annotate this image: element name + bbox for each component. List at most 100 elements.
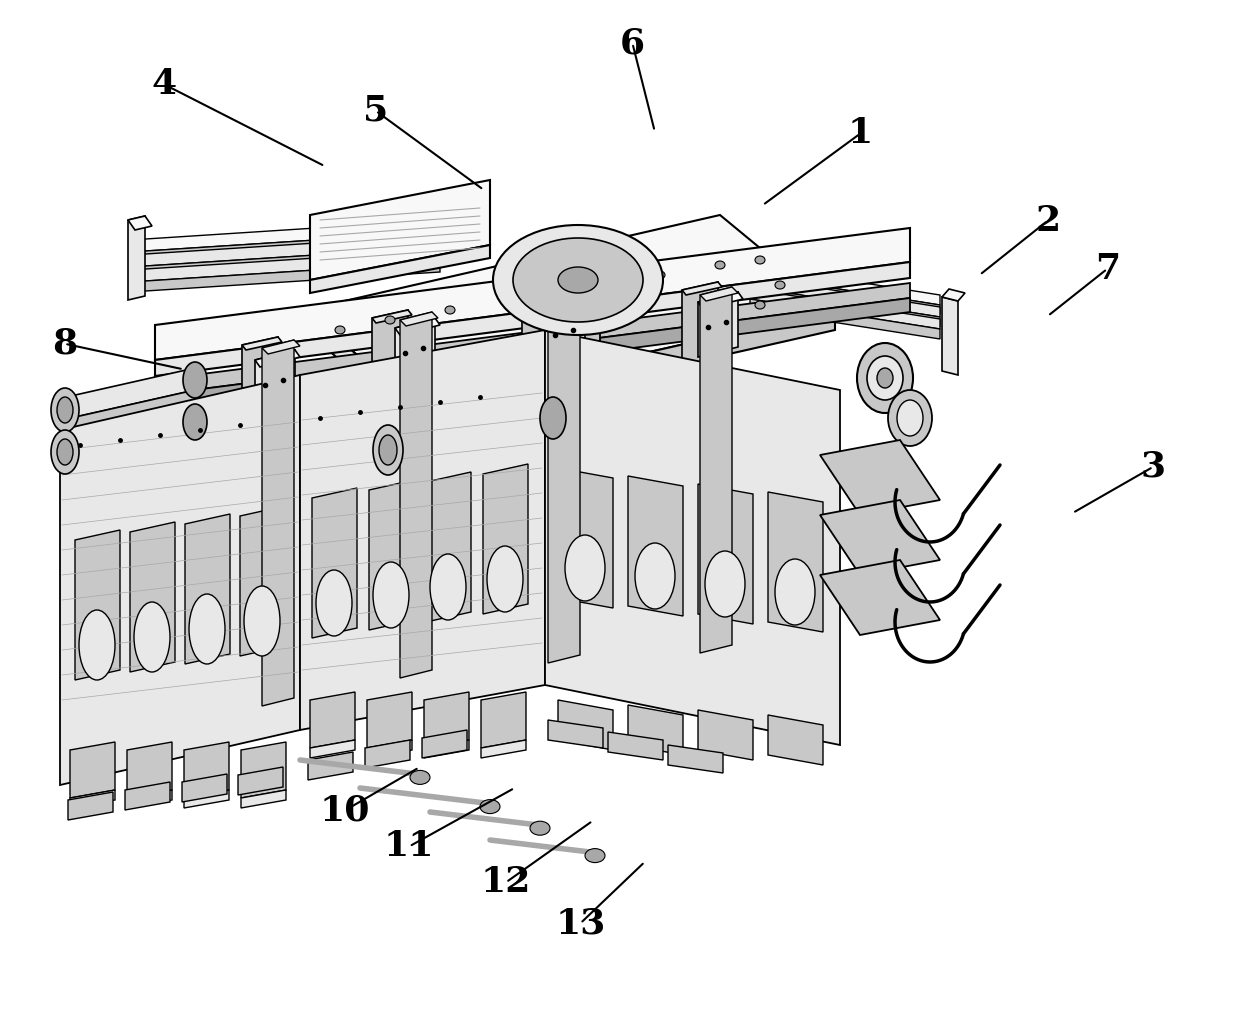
Text: 12: 12 [481,865,531,900]
Ellipse shape [373,425,403,475]
Ellipse shape [51,388,79,432]
Polygon shape [62,432,195,475]
Ellipse shape [335,326,345,334]
Polygon shape [300,330,546,731]
Polygon shape [820,440,940,515]
Polygon shape [310,692,355,748]
Polygon shape [305,215,835,405]
Polygon shape [384,405,556,463]
Text: 8: 8 [52,326,77,361]
Text: 6: 6 [620,26,645,61]
Polygon shape [367,740,412,758]
Ellipse shape [184,404,207,440]
Ellipse shape [897,400,923,436]
Polygon shape [942,297,959,374]
Polygon shape [370,480,414,630]
Ellipse shape [755,301,765,309]
Polygon shape [155,283,910,395]
Polygon shape [820,560,940,635]
Polygon shape [60,374,300,785]
Ellipse shape [565,535,605,601]
Polygon shape [401,312,438,326]
Polygon shape [427,472,471,622]
Text: 2: 2 [1035,203,1060,238]
Polygon shape [185,514,229,664]
Polygon shape [768,492,823,632]
Polygon shape [484,464,528,614]
Ellipse shape [316,570,352,636]
Polygon shape [750,275,940,315]
Ellipse shape [487,546,523,611]
Ellipse shape [494,225,663,336]
Polygon shape [182,774,227,802]
Polygon shape [558,700,613,750]
Polygon shape [241,742,286,798]
Polygon shape [372,310,412,323]
Polygon shape [74,530,120,680]
Ellipse shape [79,610,115,680]
Polygon shape [310,740,355,758]
Ellipse shape [244,586,280,656]
Polygon shape [627,476,683,616]
Polygon shape [372,310,408,416]
Polygon shape [701,287,732,653]
Polygon shape [128,216,145,300]
Polygon shape [68,792,113,820]
Polygon shape [255,350,300,367]
Polygon shape [396,318,435,383]
Polygon shape [481,692,526,748]
Polygon shape [682,282,722,295]
Polygon shape [155,228,910,360]
Polygon shape [255,350,295,415]
Polygon shape [548,297,587,311]
Ellipse shape [184,362,207,398]
Ellipse shape [585,849,605,863]
Polygon shape [312,488,357,638]
Polygon shape [310,245,490,293]
Ellipse shape [430,554,466,620]
Polygon shape [750,265,940,305]
Ellipse shape [877,368,893,388]
Ellipse shape [51,430,79,474]
Polygon shape [608,732,663,760]
Polygon shape [424,740,469,758]
Ellipse shape [706,551,745,617]
Polygon shape [130,262,440,292]
Ellipse shape [379,435,397,465]
Ellipse shape [480,799,500,814]
Polygon shape [62,410,195,462]
Polygon shape [184,790,229,808]
Polygon shape [128,216,153,230]
Ellipse shape [57,439,73,465]
Polygon shape [682,282,718,388]
Text: 7: 7 [1095,251,1120,286]
Polygon shape [62,368,195,420]
Polygon shape [367,692,412,748]
Polygon shape [125,782,170,810]
Ellipse shape [529,821,551,835]
Polygon shape [155,298,910,410]
Polygon shape [130,232,440,262]
Polygon shape [424,692,469,748]
Ellipse shape [888,390,932,446]
Polygon shape [242,337,278,443]
Polygon shape [546,330,839,745]
Polygon shape [130,250,440,282]
Polygon shape [184,742,229,798]
Polygon shape [558,468,613,608]
Polygon shape [698,292,743,309]
Polygon shape [522,292,562,305]
Text: 10: 10 [320,793,370,828]
Polygon shape [262,340,300,354]
Polygon shape [365,740,410,768]
Text: 1: 1 [848,116,873,151]
Polygon shape [242,337,281,350]
Ellipse shape [513,238,644,322]
Polygon shape [548,297,580,663]
Ellipse shape [775,559,815,625]
Polygon shape [155,262,910,376]
Polygon shape [69,790,115,808]
Polygon shape [750,299,940,339]
Polygon shape [546,300,590,317]
Polygon shape [308,752,353,780]
